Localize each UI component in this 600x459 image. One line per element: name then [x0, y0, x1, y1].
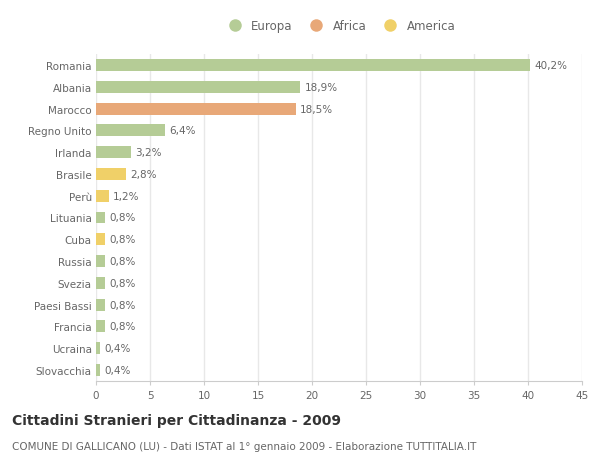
- Text: 0,4%: 0,4%: [104, 365, 131, 375]
- Legend: Europa, Africa, America: Europa, Africa, America: [218, 15, 460, 38]
- Bar: [96, 103, 296, 115]
- Text: 0,8%: 0,8%: [109, 278, 136, 288]
- Bar: [96, 234, 104, 246]
- Text: 18,5%: 18,5%: [300, 104, 333, 114]
- Text: 0,4%: 0,4%: [104, 343, 131, 353]
- Text: Cittadini Stranieri per Cittadinanza - 2009: Cittadini Stranieri per Cittadinanza - 2…: [12, 413, 341, 427]
- Bar: [96, 168, 126, 180]
- Text: 0,8%: 0,8%: [109, 322, 136, 332]
- Text: 0,8%: 0,8%: [109, 213, 136, 223]
- Bar: [96, 125, 165, 137]
- Bar: [96, 277, 104, 289]
- Bar: [96, 342, 100, 354]
- Text: 0,8%: 0,8%: [109, 300, 136, 310]
- Bar: [96, 60, 530, 72]
- Text: 2,8%: 2,8%: [131, 169, 157, 179]
- Bar: [96, 212, 104, 224]
- Bar: [96, 256, 104, 268]
- Text: 0,8%: 0,8%: [109, 257, 136, 267]
- Bar: [96, 364, 100, 376]
- Text: COMUNE DI GALLICANO (LU) - Dati ISTAT al 1° gennaio 2009 - Elaborazione TUTTITAL: COMUNE DI GALLICANO (LU) - Dati ISTAT al…: [12, 441, 476, 451]
- Text: 0,8%: 0,8%: [109, 235, 136, 245]
- Text: 40,2%: 40,2%: [535, 61, 568, 71]
- Bar: [96, 299, 104, 311]
- Text: 18,9%: 18,9%: [304, 83, 338, 93]
- Bar: [96, 147, 131, 159]
- Text: 6,4%: 6,4%: [169, 126, 196, 136]
- Text: 1,2%: 1,2%: [113, 191, 140, 202]
- Text: 3,2%: 3,2%: [135, 148, 161, 158]
- Bar: [96, 321, 104, 333]
- Bar: [96, 82, 300, 94]
- Bar: [96, 190, 109, 202]
